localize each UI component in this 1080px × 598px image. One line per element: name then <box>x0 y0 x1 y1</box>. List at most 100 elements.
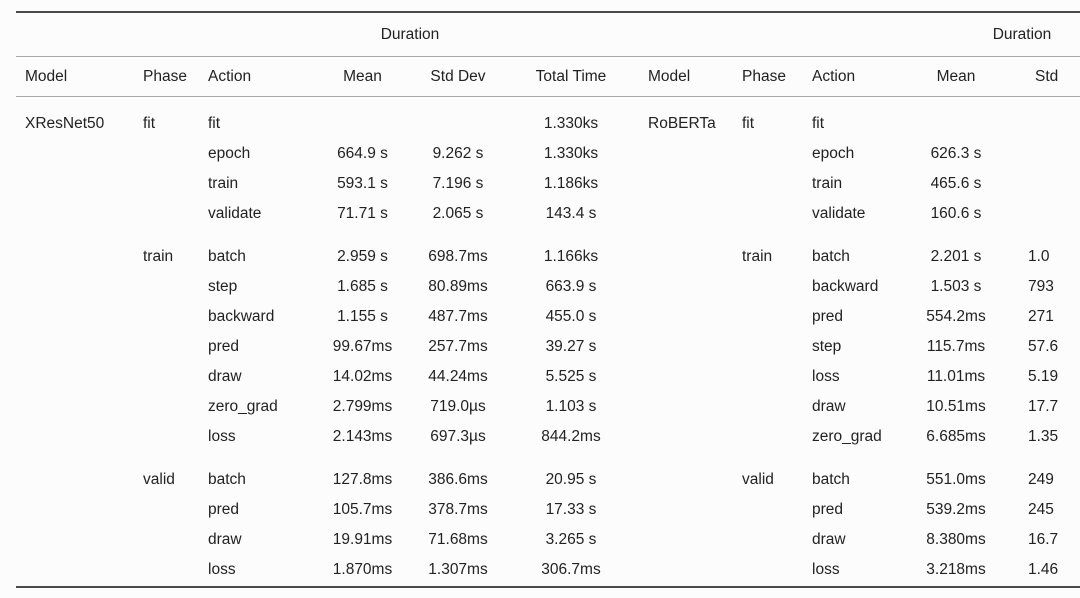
phase-cell: fit <box>143 115 156 132</box>
phase-cell <box>736 362 806 392</box>
mean-cell: 14.02ms <box>332 368 393 385</box>
mean-cell: 115.7ms <box>926 338 986 355</box>
phase-cell <box>137 332 202 362</box>
total-time-cell: 20.95 s <box>545 471 597 488</box>
mean-cell: 11.01ms <box>926 368 986 385</box>
model-cell <box>639 555 736 585</box>
total-time-cell: 1.186ks <box>543 175 599 192</box>
std-dev-cell: 57.6 <box>1028 338 1059 355</box>
col-header-phase: Phase <box>143 68 187 85</box>
action-cell: loss <box>208 428 236 445</box>
std-dev-cell: 80.89ms <box>428 278 488 295</box>
total-time-cell: 306.7ms <box>541 561 601 578</box>
column-header-row: Model Phase Action Mean Std Dev Total Time <box>16 57 641 96</box>
phase-cell <box>137 392 202 422</box>
std-dev-cell: 1.35 <box>1028 428 1059 445</box>
std-dev-cell: 271 <box>1028 308 1054 325</box>
phase-cell: fit <box>742 115 755 132</box>
col-header-action: Action <box>208 68 252 85</box>
duration-spanning-header-right: Duration <box>992 26 1052 43</box>
std-dev-cell: 1.307ms <box>428 561 488 578</box>
phase-cell <box>137 169 202 199</box>
model-cell <box>16 242 137 272</box>
phase-cell <box>137 422 202 452</box>
total-time-cell: 17.33 s <box>545 501 597 518</box>
total-time-cell: 1.330ks <box>543 145 599 162</box>
mean-cell <box>901 109 1011 139</box>
phase-group-fit: XResNet50 fit fit 1.330ks epoch 664.9 s 9.262 … <box>16 109 641 229</box>
phase-group-train: train batch 2.201 s 1.0 backward 1.503 s 793 pr… <box>639 242 1080 452</box>
action-cell: draw <box>208 368 242 385</box>
phase-cell <box>137 272 202 302</box>
model-cell <box>16 392 137 422</box>
model-cell <box>639 362 736 392</box>
model-cell: RoBERTa <box>648 115 716 132</box>
action-cell: pred <box>208 338 240 355</box>
col-header-total: Total Time <box>535 68 607 85</box>
mean-cell: 160.6 s <box>930 205 982 222</box>
mean-cell: 539.2ms <box>926 501 986 518</box>
phase-cell <box>137 199 202 229</box>
model-cell <box>639 495 736 525</box>
action-cell: draw <box>208 531 242 548</box>
action-cell: train <box>812 175 843 192</box>
phase-cell <box>736 139 806 169</box>
action-cell: loss <box>208 561 236 578</box>
model-cell <box>16 362 137 392</box>
total-time-cell: 844.2ms <box>541 428 601 445</box>
std-dev-cell: 697.3µs <box>430 428 486 445</box>
model-cell <box>16 525 137 555</box>
std-dev-cell: 245 <box>1028 501 1054 518</box>
action-cell: validate <box>812 205 866 222</box>
model-cell: XResNet50 <box>25 115 105 132</box>
model-cell <box>639 139 736 169</box>
phase-cell: valid <box>742 471 774 488</box>
phase-cell <box>137 302 202 332</box>
mean-cell: 8.380ms <box>926 531 986 548</box>
col-header-model: Model <box>25 68 68 85</box>
phase-cell <box>736 392 806 422</box>
duration-spanning-header-left: Duration <box>380 26 440 43</box>
col-header-phase: Phase <box>742 68 786 85</box>
total-time-cell: 143.4 s <box>545 205 597 222</box>
total-time-cell: 663.9 s <box>545 278 597 295</box>
model-cell <box>16 555 137 585</box>
mean-cell: 3.218ms <box>926 561 986 578</box>
phase-cell <box>736 332 806 362</box>
std-dev-cell: 257.7ms <box>428 338 488 355</box>
action-cell: epoch <box>208 145 251 162</box>
mean-cell: 71.71 s <box>337 205 388 222</box>
std-dev-cell: 793 <box>1028 278 1054 295</box>
action-cell: fit <box>208 115 221 132</box>
std-dev-cell: 7.196 s <box>432 175 484 192</box>
phase-cell: train <box>742 248 773 265</box>
duration-separator-rule <box>16 56 1080 57</box>
mean-cell: 1.503 s <box>930 278 982 295</box>
phase-cell <box>137 495 202 525</box>
bottom-rule <box>16 586 1080 588</box>
model-cell <box>639 332 736 362</box>
phase-cell <box>137 555 202 585</box>
model-cell <box>639 302 736 332</box>
phase-group-fit: RoBERTa fit fit epoch 626.3 s train 465.6 s val… <box>639 109 1080 229</box>
phase-cell <box>137 362 202 392</box>
mean-cell <box>310 109 415 139</box>
action-cell: pred <box>812 501 844 518</box>
col-header-mean: Mean <box>936 68 976 85</box>
model-cell <box>639 465 736 495</box>
action-cell: batch <box>208 471 246 488</box>
table-body: XResNet50 fit fit 1.330ks epoch 664.9 s 9.262 … <box>16 97 641 585</box>
mean-cell: 465.6 s <box>930 175 982 192</box>
std-dev-cell: 16.7 <box>1028 531 1059 548</box>
std-dev-cell: 386.6ms <box>428 471 488 488</box>
std-dev-cell: 44.24ms <box>428 368 488 385</box>
std-dev-cell: 5.19 <box>1028 368 1059 385</box>
model-cell <box>639 169 736 199</box>
total-time-cell: 39.27 s <box>545 338 597 355</box>
action-cell: step <box>812 338 842 355</box>
std-dev-cell: 1.46 <box>1028 561 1059 578</box>
action-cell: batch <box>208 248 246 265</box>
phase-cell <box>736 302 806 332</box>
action-cell: train <box>208 175 239 192</box>
